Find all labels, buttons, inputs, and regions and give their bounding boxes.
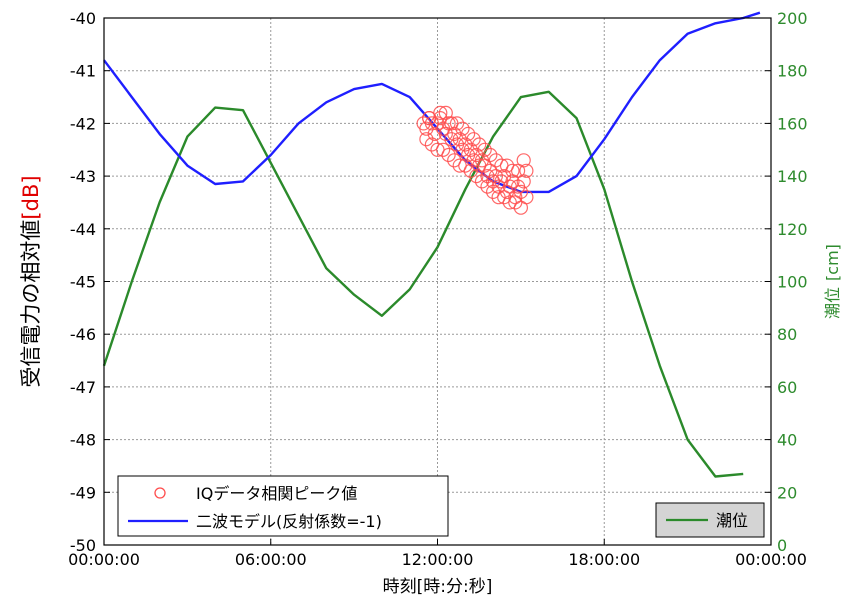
y2-tick-label: 180	[777, 62, 808, 81]
legend-label-scatter: IQデータ相関ピーク値	[196, 484, 357, 503]
scatter-point	[436, 142, 451, 157]
scatter-point	[469, 169, 484, 184]
axes: -50 -49 -48 -47 -46 -45 -44 -43 -42 -41 -40 0 20 40 60…	[68, 9, 807, 569]
series-line-model	[103, 11, 761, 194]
scatter-point	[480, 179, 495, 194]
scatter-point	[463, 142, 478, 157]
scatter-point	[519, 163, 534, 178]
legend-marker-scatter	[154, 487, 166, 499]
scatter-point	[463, 163, 478, 178]
y-tick-label: -50	[70, 536, 96, 555]
scatter-point	[422, 110, 437, 126]
y-tick-label: -48	[70, 431, 96, 450]
y-tick-label: -44	[70, 220, 96, 239]
y-tick-label: -40	[70, 9, 96, 28]
scatter-point	[455, 121, 470, 136]
y2-tick-label: 140	[777, 167, 808, 186]
legend-left-box	[117, 475, 449, 537]
scatter-point	[477, 142, 492, 157]
scatter-point	[441, 147, 456, 163]
y2-tick-label: 60	[777, 378, 797, 397]
scatter-point	[458, 158, 473, 173]
y-tick-label: -46	[70, 325, 96, 344]
scatter-point	[483, 147, 498, 163]
y-tick-label: -47	[70, 378, 96, 397]
y-tick-label: -49	[70, 483, 96, 502]
scatter-point	[466, 132, 481, 147]
plot-series	[102, 11, 761, 478]
scatter-point	[469, 147, 484, 163]
scatter-point	[519, 190, 534, 205]
scatter-point	[474, 174, 490, 189]
y-axis-label: 受信電力の相対値[dB]	[19, 175, 43, 387]
scatter-point	[449, 116, 465, 131]
scatter-point	[458, 137, 473, 152]
y2-tick-label: 120	[777, 220, 808, 239]
y2-tick-label: 40	[777, 431, 797, 450]
legend-label-model: 二波モデル(反射係数=-1)	[196, 512, 382, 531]
y-axis-label-main: 受信電力の相対値	[19, 220, 43, 388]
x-tick-label: 00:00:00	[735, 550, 807, 569]
y2-tick-label: 100	[777, 273, 808, 292]
x-axis-label: 時刻[時:分:秒]	[383, 577, 493, 597]
legend-right: 潮位	[655, 502, 765, 538]
y-tick-label: -41	[70, 62, 96, 81]
y2-tick-label: 20	[777, 483, 797, 502]
x-tick-label: 18:00:00	[568, 550, 640, 569]
y2-tick-label: 160	[777, 114, 808, 133]
y2-axis-label: 潮位 [cm]	[823, 244, 842, 319]
scatter-point	[516, 153, 531, 168]
legend-left: IQデータ相関ピーク値 二波モデル(反射係数=-1)	[117, 475, 449, 537]
scatter-point	[452, 132, 467, 147]
x-tick-label: 06:00:00	[235, 550, 307, 569]
y2-axis-label-unit: [cm]	[823, 244, 842, 281]
scatter-point	[419, 132, 434, 147]
y2-tick-label: 200	[777, 9, 808, 28]
x-tick-label: 12:00:00	[402, 550, 474, 569]
scatter-point	[438, 105, 453, 121]
y-axis-label-unit: [dB]	[19, 175, 43, 219]
scatter-point	[505, 163, 520, 178]
series-line-tide	[102, 90, 744, 478]
y2-axis-label-main: 潮位	[823, 287, 842, 319]
scatter-point	[472, 137, 487, 152]
scatter-point	[427, 126, 442, 141]
x-tick-label: 00:00:00	[68, 550, 140, 569]
scatter-point	[461, 126, 476, 141]
grid-lines	[104, 18, 771, 545]
legend-label-tide: 潮位	[716, 511, 748, 530]
y2-tick-label: 80	[777, 325, 797, 344]
y2-tick-label: 0	[777, 536, 787, 555]
y-tick-label: -42	[70, 114, 96, 133]
scatter-point	[447, 126, 462, 141]
y-tick-label: -43	[70, 167, 96, 186]
y-tick-label: -45	[70, 273, 96, 292]
